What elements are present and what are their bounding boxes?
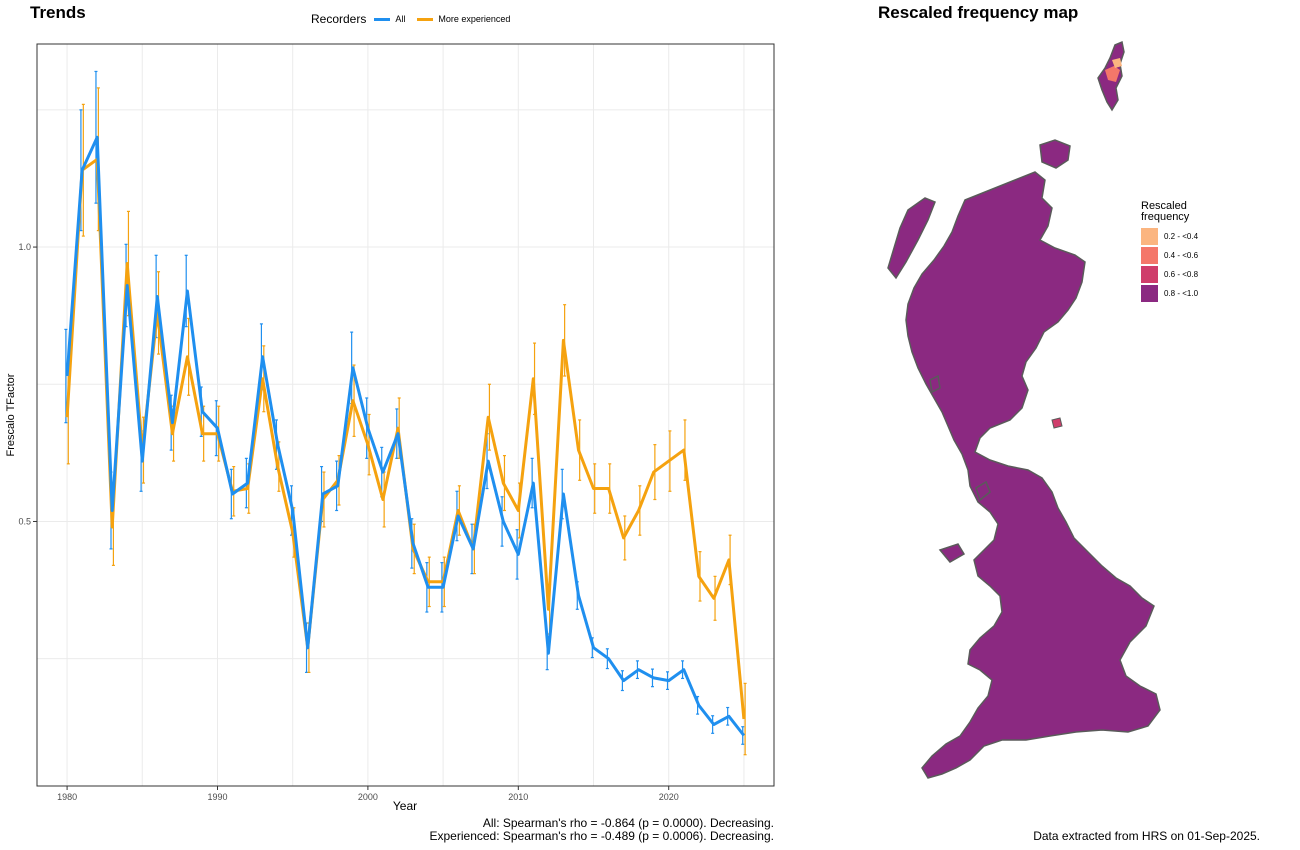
map-region-shetland-high xyxy=(1105,66,1120,82)
map-region-outer-hebrides xyxy=(887,197,936,280)
x-axis-label: Year xyxy=(393,799,417,813)
series-layer xyxy=(64,70,747,756)
x-tick-label: 2000 xyxy=(358,792,378,802)
y-axis-label: Frescalo TFactor xyxy=(5,373,17,456)
y-tick-label: 0.5 xyxy=(18,516,31,526)
map-legend-label: 0.2 - <0.4 xyxy=(1164,232,1199,241)
series-experienced xyxy=(66,87,747,756)
map-region-mainland xyxy=(905,171,1161,779)
x-tick-label: 2010 xyxy=(508,792,528,802)
x-tick-label: 1980 xyxy=(57,792,77,802)
x-tick-label: 1990 xyxy=(207,792,227,802)
gb-frequency-map xyxy=(887,40,1161,779)
map-land-layer xyxy=(887,40,1161,779)
legend-title: Recorders xyxy=(311,12,367,26)
plot-frame xyxy=(36,43,775,787)
y-tick-label: 1.0 xyxy=(18,242,31,252)
map-legend-item: 0.2 - <0.4 xyxy=(1141,228,1198,245)
stats-footer: All: Spearman's rho = -0.864 (p = 0.0000… xyxy=(300,816,775,843)
map-legend-item: 0.4 - <0.6 xyxy=(1141,247,1198,264)
map-legend-swatch xyxy=(1141,228,1158,245)
map-title: Rescaled frequency map xyxy=(878,3,1079,22)
legend-swatch-all xyxy=(374,17,391,21)
map-legend-item: 0.8 - <1.0 xyxy=(1141,285,1198,302)
map-region-arran xyxy=(929,374,941,394)
series-line-all xyxy=(65,135,746,737)
stats-line-all: All: Spearman's rho = -0.864 (p = 0.0000… xyxy=(482,816,774,830)
x-tick-label: 2020 xyxy=(659,792,679,802)
map-region-isle-of-man xyxy=(975,480,991,502)
recorders-legend: Recorders All More experienced xyxy=(311,12,516,26)
map-legend-label: 0.4 - <0.6 xyxy=(1164,251,1199,260)
map-legend-title: Rescaled frequency xyxy=(1141,201,1198,223)
map-region-anglesey xyxy=(938,543,966,563)
map-legend-item: 0.6 - <0.8 xyxy=(1141,266,1198,283)
map-region-border-spot xyxy=(1051,417,1063,429)
trend-chart: 1980 1990 2000 2010 2020 0.5 1.0 Year Frescalo… xyxy=(5,43,775,813)
map-legend-swatch xyxy=(1141,285,1158,302)
map-legend-label: 0.8 - <1.0 xyxy=(1164,289,1199,298)
legend-label-all: All xyxy=(395,14,406,24)
series-all xyxy=(64,70,745,745)
map-legend-title-line1: Rescaled xyxy=(1141,200,1187,212)
map-legend-title-line2: frequency xyxy=(1141,211,1190,223)
map-region-orkney xyxy=(1039,139,1071,169)
data-source-note: Data extracted from HRS on 01-Sep-2025. xyxy=(1033,829,1260,843)
map-legend-swatch xyxy=(1141,247,1158,264)
map-legend-swatch xyxy=(1141,266,1158,283)
stats-line-experienced: Experienced: Spearman's rho = -0.489 (p … xyxy=(429,829,775,843)
series-line-experienced xyxy=(65,157,746,720)
legend-item-all: All xyxy=(374,14,405,24)
trends-title: Trends xyxy=(30,3,86,22)
axis-layer: 1980 1990 2000 2010 2020 0.5 1.0 xyxy=(18,242,678,802)
map-region-shetland-high2 xyxy=(1112,58,1122,68)
legend-swatch-experienced xyxy=(417,17,434,21)
legend-label-experienced: More experienced xyxy=(438,14,511,24)
map-legend: Rescaled frequency 0.2 - <0.4 0.4 - <0.6… xyxy=(1141,201,1198,304)
map-legend-label: 0.6 - <0.8 xyxy=(1164,270,1199,279)
legend-item-experienced: More experienced xyxy=(417,14,510,24)
